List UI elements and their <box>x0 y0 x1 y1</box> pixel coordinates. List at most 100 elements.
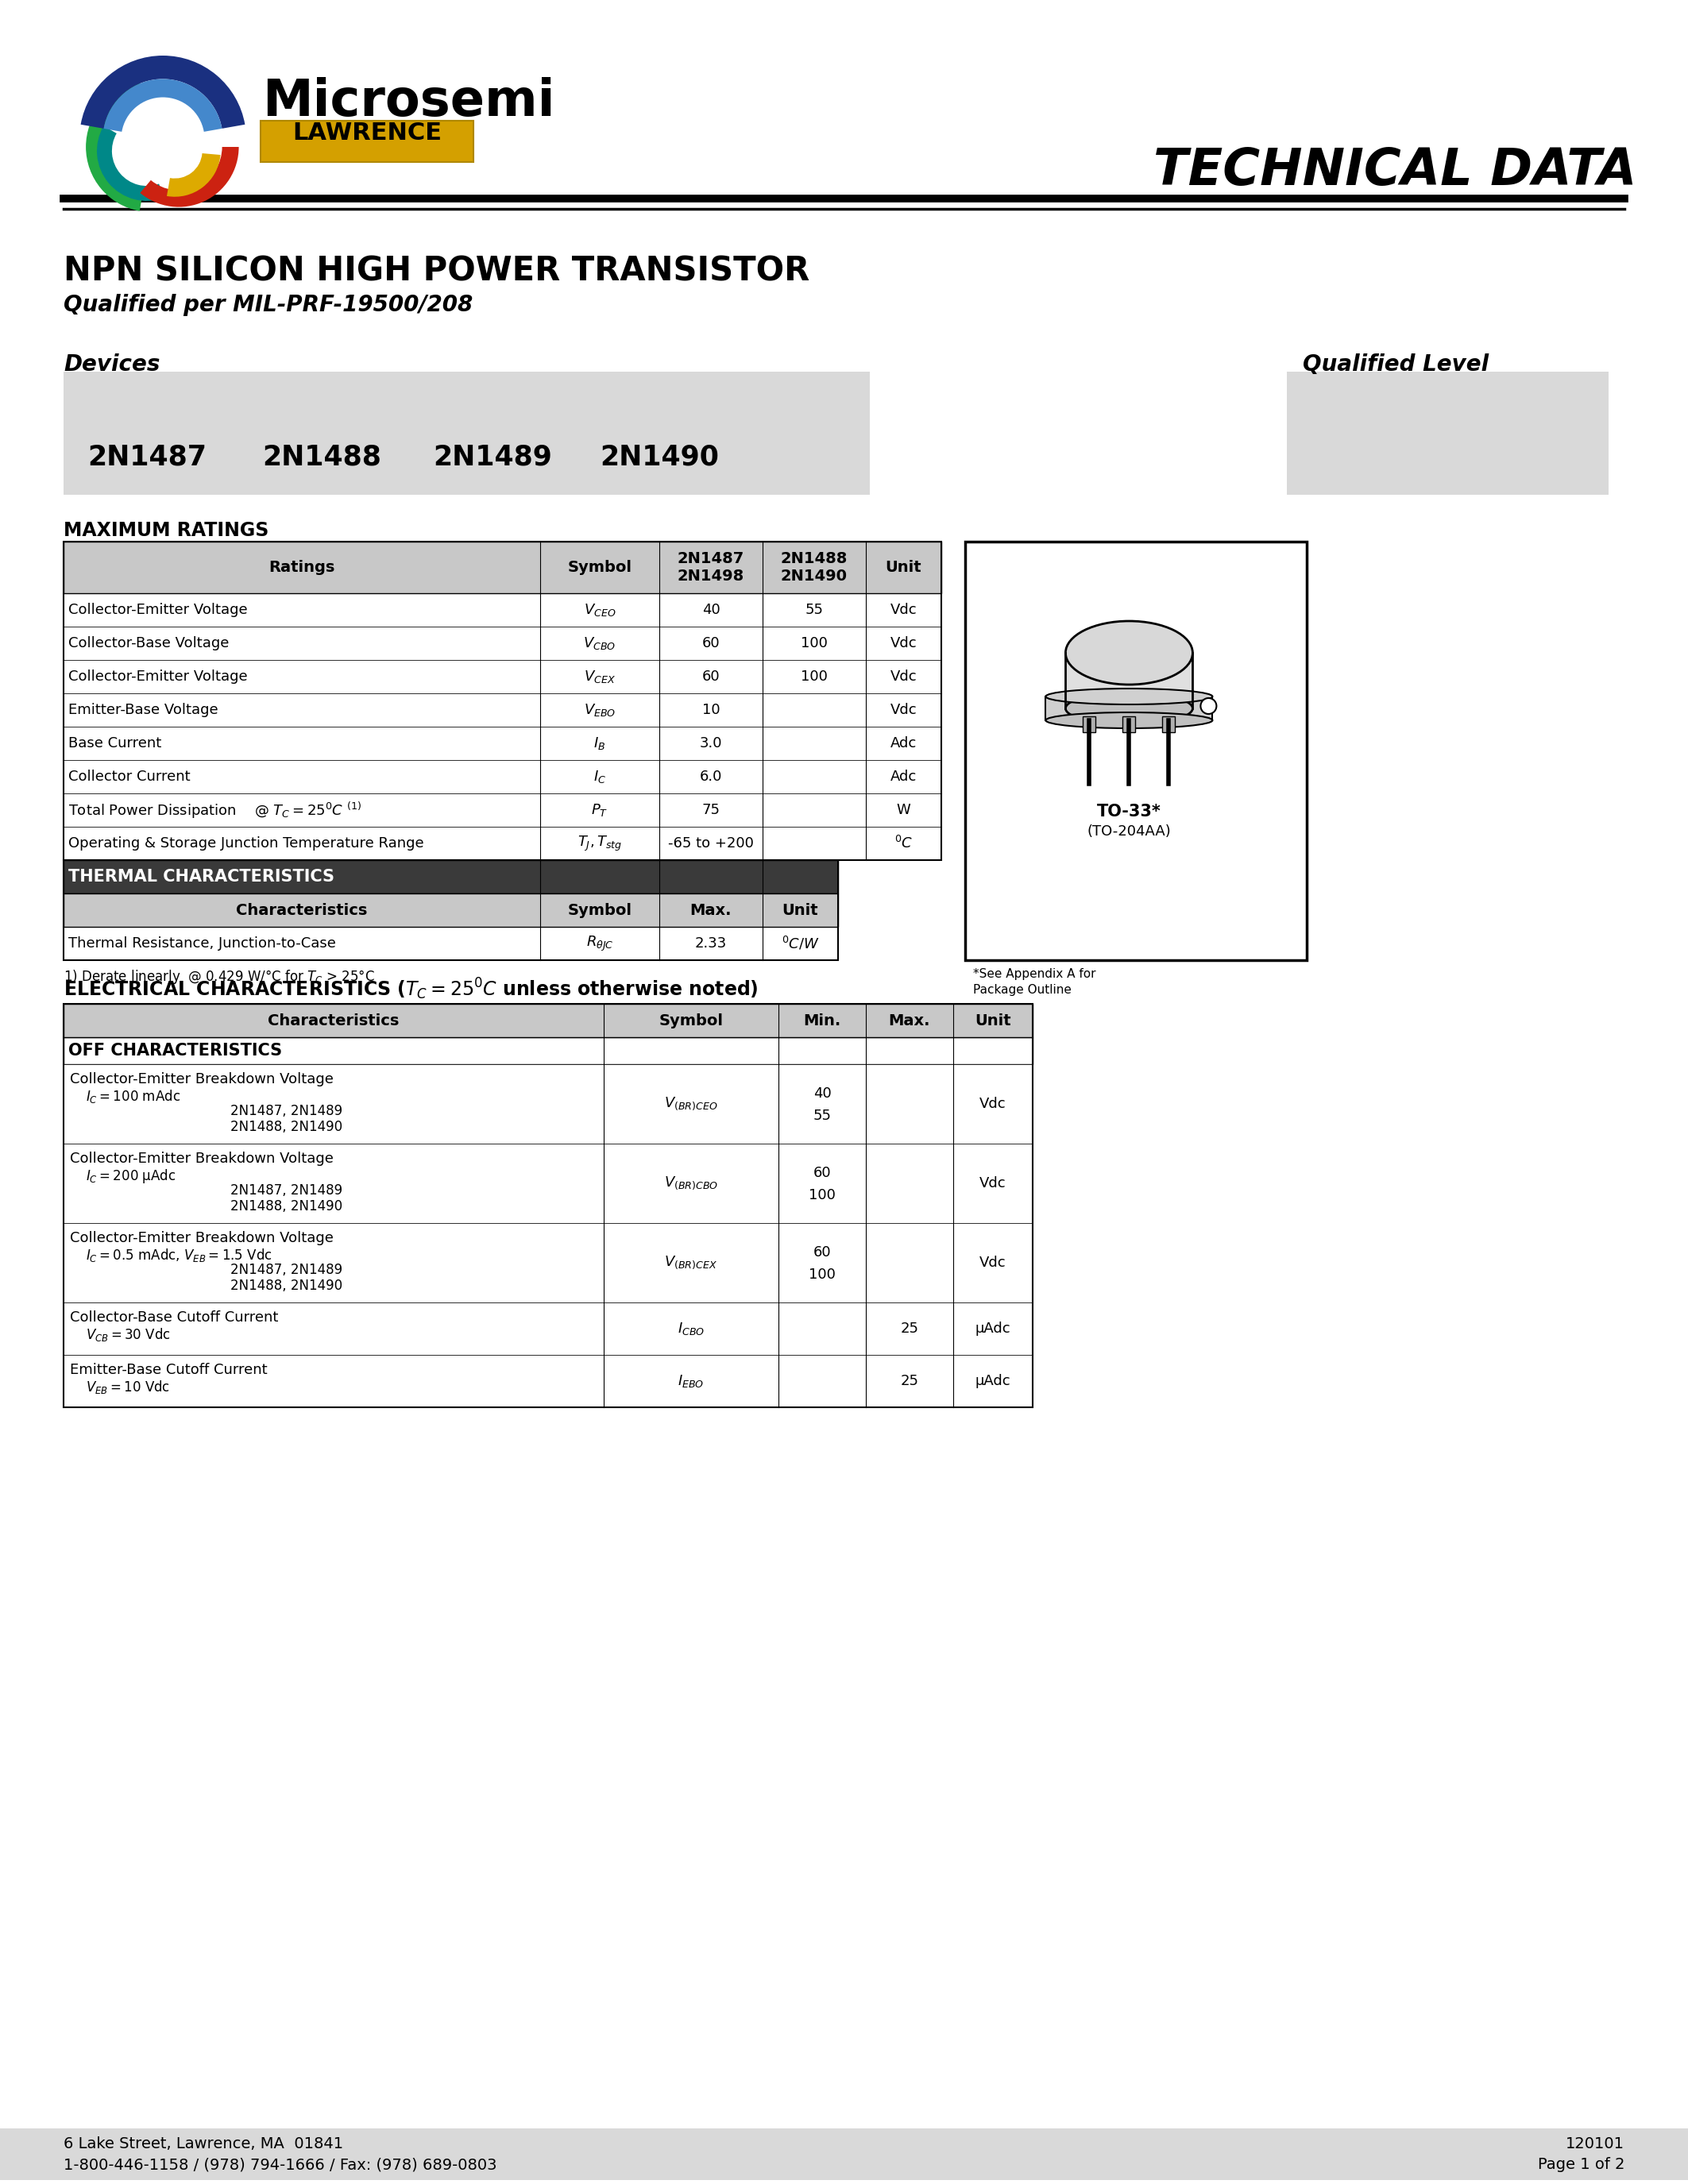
Bar <box>1045 697 1212 721</box>
Text: *See Appendix A for: *See Appendix A for <box>972 968 1096 981</box>
Wedge shape <box>86 83 142 212</box>
Text: 1) Derate linearly  @ 0.429 W/°C for $T_C$ > 25°C: 1) Derate linearly @ 0.429 W/°C for $T_C… <box>64 968 375 985</box>
Text: THERMAL CHARACTERISTICS: THERMAL CHARACTERISTICS <box>68 869 334 885</box>
Text: W: W <box>896 804 910 817</box>
Bar <box>64 1037 1033 1064</box>
Text: $I_C = 100$ mAdc: $I_C = 100$ mAdc <box>86 1088 181 1105</box>
Text: 2N1487, 2N1489: 2N1487, 2N1489 <box>230 1103 343 1118</box>
Wedge shape <box>96 127 164 201</box>
Text: $I_{CBO}$: $I_{CBO}$ <box>677 1321 704 1337</box>
Ellipse shape <box>1065 692 1193 725</box>
Text: Qualified Level: Qualified Level <box>1303 354 1489 376</box>
Text: $V_{(BR)CEO}$: $V_{(BR)CEO}$ <box>663 1096 717 1112</box>
Text: 100: 100 <box>809 1188 836 1203</box>
Text: Unit: Unit <box>782 902 819 917</box>
Text: 75: 75 <box>702 804 721 817</box>
Text: 25: 25 <box>900 1374 918 1389</box>
Text: Collector-Base Voltage: Collector-Base Voltage <box>68 636 230 651</box>
Text: 2N1487, 2N1489: 2N1487, 2N1489 <box>230 1184 343 1197</box>
Bar <box>64 828 942 860</box>
Text: $I_B$: $I_B$ <box>594 736 606 751</box>
Text: Total Power Dissipation    @ $T_C = 25^0C\ ^{(1)}$: Total Power Dissipation @ $T_C = 25^0C\ … <box>68 799 361 819</box>
Text: $V_{EBO}$: $V_{EBO}$ <box>584 701 616 719</box>
Text: 100: 100 <box>800 636 827 651</box>
Text: $R_{\theta JC}$: $R_{\theta JC}$ <box>586 935 613 952</box>
Text: 60: 60 <box>814 1166 830 1179</box>
Text: 2N1488
2N1490: 2N1488 2N1490 <box>780 550 847 583</box>
Text: 55: 55 <box>805 603 824 618</box>
Text: Vdc: Vdc <box>890 603 917 618</box>
Text: 2N1488, 2N1490: 2N1488, 2N1490 <box>230 1278 343 1293</box>
Text: Package Outline: Package Outline <box>972 985 1072 996</box>
Bar <box>64 1005 1033 1037</box>
Text: 60: 60 <box>814 1245 830 1260</box>
Wedge shape <box>140 146 238 207</box>
Text: Base Current: Base Current <box>68 736 162 751</box>
Text: Unit: Unit <box>976 1013 1011 1029</box>
Text: Adc: Adc <box>890 769 917 784</box>
Bar <box>64 660 942 692</box>
Text: (TO-204AA): (TO-204AA) <box>1087 823 1171 839</box>
Text: 55: 55 <box>814 1109 830 1123</box>
Bar <box>64 893 837 926</box>
Bar <box>1163 716 1175 732</box>
Text: Characteristics: Characteristics <box>236 902 368 917</box>
Text: Collector Current: Collector Current <box>68 769 191 784</box>
Bar <box>64 1223 1033 1302</box>
Text: 2N1487, 2N1489: 2N1487, 2N1489 <box>230 1262 343 1278</box>
Bar <box>64 926 837 961</box>
Text: Vdc: Vdc <box>979 1096 1006 1112</box>
Bar <box>64 1005 1033 1406</box>
Text: Collector-Emitter Breakdown Voltage: Collector-Emitter Breakdown Voltage <box>69 1232 334 1245</box>
Text: Emitter-Base Cutoff Current: Emitter-Base Cutoff Current <box>69 1363 267 1378</box>
Text: $I_{EBO}$: $I_{EBO}$ <box>679 1374 704 1389</box>
Text: 100: 100 <box>809 1267 836 1282</box>
Text: $^0C/W$: $^0C/W$ <box>782 935 819 952</box>
Text: 6 Lake Street, Lawrence, MA  01841: 6 Lake Street, Lawrence, MA 01841 <box>64 2136 343 2151</box>
Bar <box>0 2129 1688 2180</box>
Text: 2N1489: 2N1489 <box>432 443 552 470</box>
Text: $P_T$: $P_T$ <box>591 802 608 819</box>
Text: $V_{(BR)CEX}$: $V_{(BR)CEX}$ <box>665 1254 717 1271</box>
Bar <box>966 542 1307 961</box>
Bar <box>64 760 942 793</box>
Text: 6.0: 6.0 <box>701 769 722 784</box>
Text: Collector-Emitter Voltage: Collector-Emitter Voltage <box>68 670 248 684</box>
Text: Emitter-Base Voltage: Emitter-Base Voltage <box>68 703 218 716</box>
Text: $I_C = 200$ μAdc: $I_C = 200$ μAdc <box>86 1168 176 1186</box>
Text: 40: 40 <box>814 1085 830 1101</box>
Text: 60: 60 <box>702 670 719 684</box>
Text: 120101: 120101 <box>1566 2136 1624 2151</box>
Text: -65 to +200: -65 to +200 <box>668 836 755 850</box>
Text: Collector-Emitter Breakdown Voltage: Collector-Emitter Breakdown Voltage <box>69 1151 334 1166</box>
Text: $^0C$: $^0C$ <box>895 836 913 852</box>
Bar <box>64 860 837 893</box>
Text: 1-800-446-1158 / (978) 794-1666 / Fax: (978) 689-0803: 1-800-446-1158 / (978) 794-1666 / Fax: (… <box>64 2158 496 2173</box>
Bar <box>1084 716 1096 732</box>
Text: Vdc: Vdc <box>890 703 917 716</box>
Bar <box>64 371 869 496</box>
Text: Collector-Emitter Voltage: Collector-Emitter Voltage <box>68 603 248 618</box>
Text: 2.33: 2.33 <box>695 937 728 950</box>
Text: Max.: Max. <box>690 902 733 917</box>
Wedge shape <box>81 55 245 129</box>
Ellipse shape <box>1045 688 1212 705</box>
Text: $V_{EB} = 10$ Vdc: $V_{EB} = 10$ Vdc <box>86 1378 170 1396</box>
Text: 2N1487
2N1498: 2N1487 2N1498 <box>677 550 744 583</box>
Bar <box>1065 653 1193 708</box>
Bar <box>64 860 837 961</box>
Text: LAWRENCE: LAWRENCE <box>292 122 442 144</box>
Bar <box>64 627 942 660</box>
Text: Vdc: Vdc <box>979 1177 1006 1190</box>
Ellipse shape <box>1065 620 1193 684</box>
Text: Collector-Emitter Breakdown Voltage: Collector-Emitter Breakdown Voltage <box>69 1072 334 1085</box>
Text: Operating & Storage Junction Temperature Range: Operating & Storage Junction Temperature… <box>68 836 424 850</box>
Wedge shape <box>103 79 223 131</box>
Text: $V_{CEO}$: $V_{CEO}$ <box>584 603 616 618</box>
Text: $V_{CB} = 30$ Vdc: $V_{CB} = 30$ Vdc <box>86 1326 170 1343</box>
Text: μAdc: μAdc <box>976 1374 1011 1389</box>
Text: $I_C$: $I_C$ <box>594 769 606 784</box>
Text: Collector-Base Cutoff Current: Collector-Base Cutoff Current <box>69 1310 279 1326</box>
Bar <box>64 1354 1033 1406</box>
Text: 2N1488: 2N1488 <box>262 443 381 470</box>
